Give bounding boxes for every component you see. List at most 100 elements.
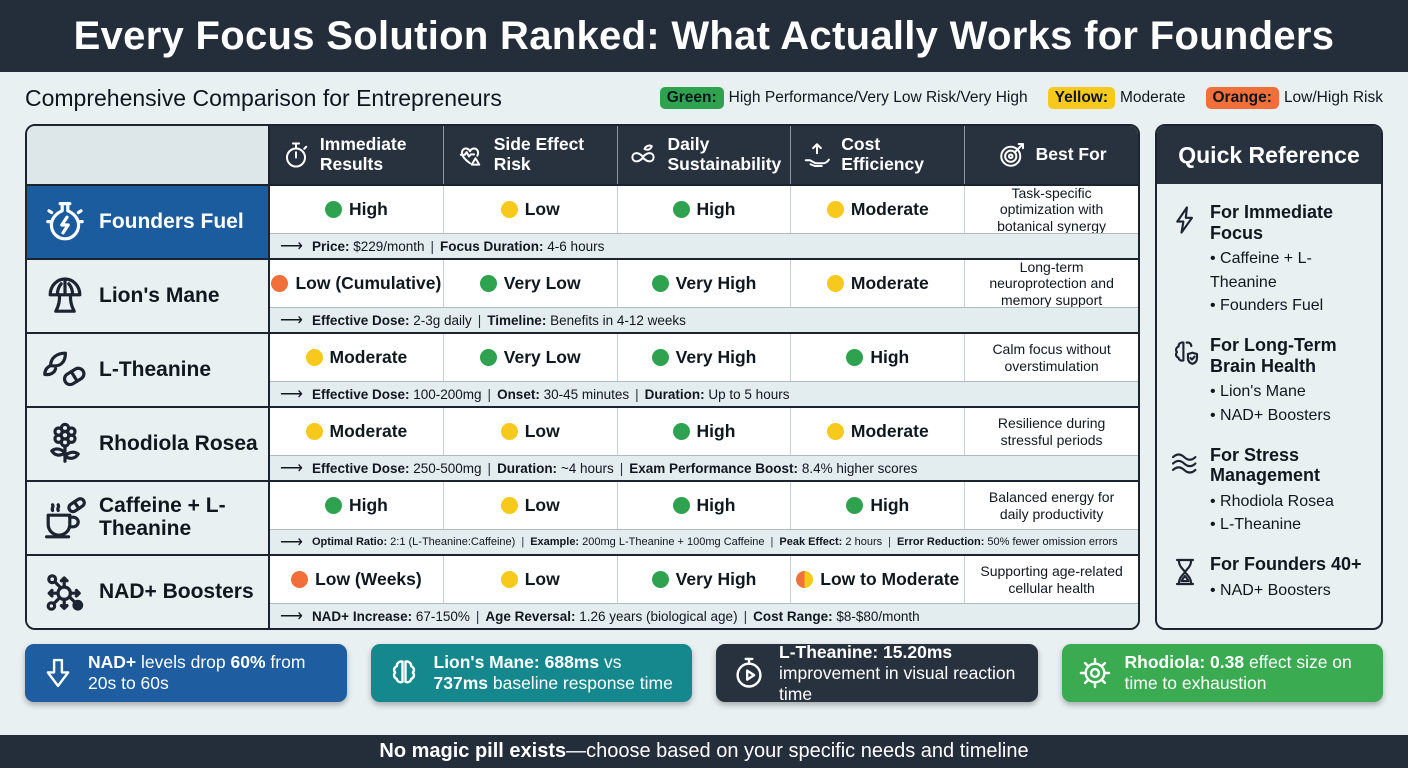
column-label: Best For — [1035, 144, 1107, 165]
rating-label: Low (Cumulative) — [295, 273, 442, 293]
detail-separator: | — [487, 386, 492, 402]
rating-label: Very High — [675, 347, 757, 367]
content-area: Comprehensive Comparison for Entrepreneu… — [0, 72, 1408, 704]
quickref-section-title: For Long-Term Brain Health — [1210, 334, 1337, 376]
rating-cell: Moderate — [790, 260, 964, 307]
rating-dot-green — [479, 349, 497, 366]
detail-segment: Cost Range: $8-$80/month — [753, 608, 920, 624]
arrow-right-icon: ⟶ — [280, 608, 303, 625]
rating-dot-yellow — [500, 423, 518, 440]
detail-segment: Onset: 30-45 minutes — [497, 386, 630, 402]
rating-dot-yellow — [826, 275, 844, 292]
product-row-rhodiola-rosea: Rhodiola Rosea Moderate Low High Moderate Res… — [27, 406, 1138, 480]
rating-cell: Moderate — [790, 186, 964, 233]
rating-label: Low — [524, 199, 560, 219]
detail-segment: Price: $229/month — [311, 238, 425, 254]
detail-separator: | — [477, 312, 482, 328]
detail-separator: | — [888, 536, 891, 548]
rating-dot-orange — [271, 275, 289, 292]
quickref-item-list: • Caffeine + L-Theanine • Founders Fuel — [1210, 247, 1373, 317]
detail-segment: Peak Effect: 2 hours — [779, 536, 883, 548]
footer-text: —choose based on your specific needs and… — [566, 740, 1029, 762]
stat-card-text: L-Theanine: 15.20ms improvement in visua… — [779, 641, 1016, 704]
rating-label: High — [348, 199, 388, 219]
product-name: L-Theanine — [99, 357, 212, 381]
product-row-founders-fuel: Founders Fuel High Low High Moderate Task-spe… — [27, 184, 1138, 258]
rating-cell: Low (Cumulative) — [270, 260, 443, 307]
target-icon — [997, 140, 1027, 170]
rating-dot-green — [651, 275, 669, 292]
best-for-cell: Balanced energy for daily productivity — [964, 482, 1138, 529]
molecule-icon — [41, 568, 89, 616]
quickref-section-for-immediate-focus: For Immediate Focus • Caffeine + L-Theani… — [1169, 202, 1373, 317]
quickref-item: • Rhodiola Rosea — [1210, 493, 1334, 511]
product-name-cell: Lion's Mane — [27, 260, 270, 332]
ratings-row: Low (Cumulative) Very Low Very High Moderat… — [270, 259, 1138, 308]
rating-dot-green — [651, 571, 669, 588]
product-row-caffeine-l-theanine: Caffeine + L-Theanine High Low High High Bala… — [27, 480, 1138, 554]
column-header-daily-sustainability: Daily Sustainability — [616, 126, 791, 184]
detail-segment: Effective Dose: 100-200mg — [311, 386, 482, 402]
brain-icon — [386, 655, 422, 691]
product-row-data: High Low High Moderate Task-specific optimiz… — [270, 185, 1138, 258]
rating-dot-orange-yellow — [796, 571, 814, 588]
rating-label: Very High — [675, 569, 757, 589]
stat-card-2: Lion's Mane: 688ms vs 737ms baseline res… — [370, 644, 692, 703]
main-section: Immediate Results Side Effect Risk Daily S… — [25, 124, 1383, 631]
rating-dot-yellow — [826, 201, 844, 218]
quickref-item: • NAD+ Boosters — [1210, 582, 1331, 600]
rating-dot-green — [846, 349, 864, 366]
quickref-section-body: For Immediate Focus • Caffeine + L-Theani… — [1210, 202, 1373, 317]
leaf-pill-icon — [41, 346, 89, 394]
rating-dot-yellow — [500, 497, 518, 514]
best-for-cell: Resilience during stressful periods — [964, 408, 1138, 455]
stat-card-text: Rhodiola: 0.38 effect size on time to ex… — [1124, 652, 1352, 694]
rating-dot-orange — [291, 571, 309, 588]
product-name-cell: Caffeine + L-Theanine — [27, 482, 270, 554]
footer-bar: No magic pill exists —choose based on you… — [0, 735, 1408, 768]
ratings-row: Low (Weeks) Low Very High Low to Moderate Su… — [270, 556, 1138, 603]
hand-arrow-up-icon — [802, 140, 832, 170]
detail-segment: Age Reversal: 1.26 years (biological age… — [485, 608, 738, 624]
detail-separator: | — [521, 536, 525, 548]
product-name-cell: L-Theanine — [27, 334, 270, 406]
detail-segment: Duration: ~4 hours — [497, 460, 614, 476]
best-for-cell: Long-term neuroprotection and memory sup… — [964, 259, 1138, 308]
rating-cell: Low to Moderate — [790, 556, 964, 603]
product-name-cell: Rhodiola Rosea — [27, 408, 270, 480]
column-header-best-for: Best For — [964, 126, 1138, 184]
rating-label: High — [696, 421, 736, 441]
footer-bold-text: No magic pill exists — [379, 740, 567, 762]
rating-label: Very Low — [503, 347, 581, 367]
detail-segment: Focus Duration: 4-6 hours — [440, 238, 605, 254]
best-for-cell: Calm focus without overstimulation — [964, 334, 1138, 381]
legend-text: Moderate — [1120, 89, 1186, 106]
rating-cell: Moderate — [270, 334, 443, 381]
rating-label: High — [870, 495, 910, 515]
legend-chip: Orange: — [1205, 87, 1279, 109]
product-row-data: High Low High High Balanced energy for daily… — [270, 482, 1138, 554]
product-name: NAD+ Boosters — [99, 579, 254, 603]
quick-reference-body: For Immediate Focus • Caffeine + L-Theani… — [1157, 184, 1381, 628]
quickref-section-body: For Stress Management • Rhodiola Rosea • L… — [1210, 445, 1373, 537]
product-name: Lion's Mane — [99, 283, 220, 307]
quickref-section-title: For Stress Management — [1210, 444, 1321, 486]
down-arrow-icon — [40, 655, 76, 691]
rating-label: Low — [524, 421, 560, 441]
product-name: Caffeine + L-Theanine — [99, 494, 226, 540]
best-for-text: Calm focus without overstimulation — [992, 341, 1111, 374]
column-label: Immediate Results — [319, 134, 407, 174]
stat-cards-row: NAD+ levels drop 60% from 20s to 60s Lion… — [25, 641, 1383, 704]
lightning-icon — [1169, 204, 1201, 236]
rating-dot-green — [479, 275, 497, 292]
quickref-section-for-long-term-brain-health: For Long-Term Brain Health • Lion's Mane •… — [1169, 335, 1373, 427]
stat-card-3: L-Theanine: 15.20ms improvement in visua… — [716, 641, 1038, 704]
page-subtitle: Comprehensive Comparison for Entrepreneu… — [25, 84, 502, 111]
rating-cell: High — [270, 186, 443, 233]
arrow-right-icon: ⟶ — [280, 312, 303, 329]
rating-label: High — [870, 347, 910, 367]
best-for-text: Resilience during stressful periods — [997, 415, 1106, 448]
legend-chip: Yellow: — [1047, 87, 1116, 109]
column-header-side-effect-risk: Side Effect Risk — [442, 126, 617, 184]
best-for-text: Long-term neuroprotection and memory sup… — [989, 259, 1114, 308]
